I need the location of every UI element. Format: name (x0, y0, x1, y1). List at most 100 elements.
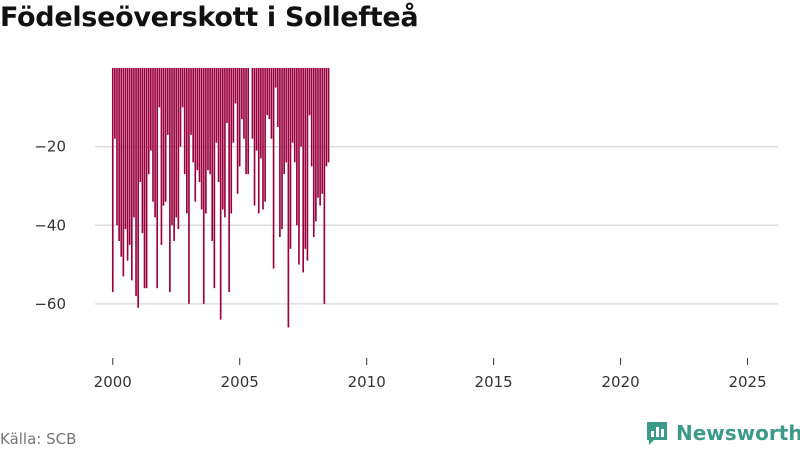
bar (190, 68, 192, 135)
bar (325, 68, 328, 167)
bar (196, 68, 199, 171)
bar (226, 68, 228, 124)
newsworthy-logo-icon (647, 422, 667, 445)
bar (160, 68, 163, 245)
bar (118, 68, 120, 241)
brand-logo: Newsworthy (645, 420, 800, 446)
bar (308, 68, 311, 116)
bar (224, 68, 226, 218)
bar (327, 68, 330, 163)
bar (243, 68, 245, 139)
bar (202, 68, 205, 304)
bar (317, 68, 319, 198)
bar (285, 68, 288, 163)
bar (234, 68, 237, 104)
bar (306, 68, 309, 261)
bar (169, 68, 171, 293)
bar (247, 68, 250, 175)
bar (213, 68, 216, 289)
bar (228, 68, 230, 293)
bar (154, 68, 156, 218)
bar (255, 68, 258, 151)
bars (111, 68, 330, 328)
x-tick-label: 2005 (221, 373, 259, 391)
bar (175, 68, 178, 218)
bar (194, 68, 197, 202)
bar (114, 68, 116, 139)
bar (135, 68, 137, 297)
bar (177, 68, 180, 230)
bar (111, 68, 114, 293)
bar (211, 68, 214, 241)
bar (198, 68, 201, 183)
bar (192, 68, 194, 163)
bar (130, 68, 133, 281)
y-tick-label: −20 (34, 138, 66, 156)
bar (209, 68, 211, 175)
bar (126, 68, 129, 261)
bar (276, 68, 279, 127)
bar (262, 68, 264, 210)
bar (274, 68, 277, 88)
bar (181, 68, 184, 108)
bar (116, 68, 118, 226)
chart-title: Födelseöverskott i Sollefteå (0, 2, 419, 33)
bar (315, 68, 317, 222)
y-axis-ticks: −20 −40 −60 (34, 138, 66, 313)
bar (143, 68, 146, 289)
bar (241, 68, 243, 120)
bar (215, 68, 218, 143)
bar (145, 68, 148, 289)
bar (298, 68, 300, 265)
bar (323, 68, 326, 304)
bar (173, 68, 175, 241)
bar (304, 68, 307, 249)
x-tick-label: 2000 (94, 373, 132, 391)
bar (150, 68, 152, 151)
bar (124, 68, 127, 230)
bar (164, 68, 167, 202)
y-tick-label: −40 (34, 216, 66, 234)
bar (293, 68, 296, 163)
bar (257, 68, 260, 214)
bar (270, 68, 273, 139)
brand-name: Newsworthy (676, 421, 800, 445)
bar (219, 68, 222, 320)
bar (158, 68, 161, 108)
bar (272, 68, 275, 269)
bar (200, 68, 203, 210)
bar (128, 68, 131, 245)
bar (188, 68, 190, 304)
gridlines (95, 145, 778, 305)
bar (139, 68, 142, 183)
bar (236, 68, 239, 194)
bar (291, 68, 294, 143)
bar (264, 68, 266, 202)
bar (217, 68, 220, 183)
x-tick-label: 2010 (348, 373, 386, 391)
bar (281, 68, 283, 230)
bar (166, 68, 169, 135)
bar (205, 68, 207, 214)
bar (230, 68, 233, 214)
bar (266, 68, 269, 116)
bar (147, 68, 150, 175)
source-note: Källa: SCB (0, 430, 77, 448)
bar (312, 68, 315, 238)
x-tick-label: 2015 (475, 373, 513, 391)
bar (321, 68, 324, 194)
bar (156, 68, 159, 289)
bar (310, 68, 313, 167)
bar (183, 68, 186, 175)
bar (207, 68, 209, 171)
bar (120, 68, 123, 257)
x-axis-ticks: 2000 2005 2010 2015 2020 2025 (94, 358, 767, 391)
bar (245, 68, 247, 175)
bar (260, 68, 262, 159)
bar (133, 68, 135, 218)
bar (122, 68, 125, 277)
bar (302, 68, 305, 273)
bar (283, 68, 285, 175)
bar (319, 68, 321, 206)
